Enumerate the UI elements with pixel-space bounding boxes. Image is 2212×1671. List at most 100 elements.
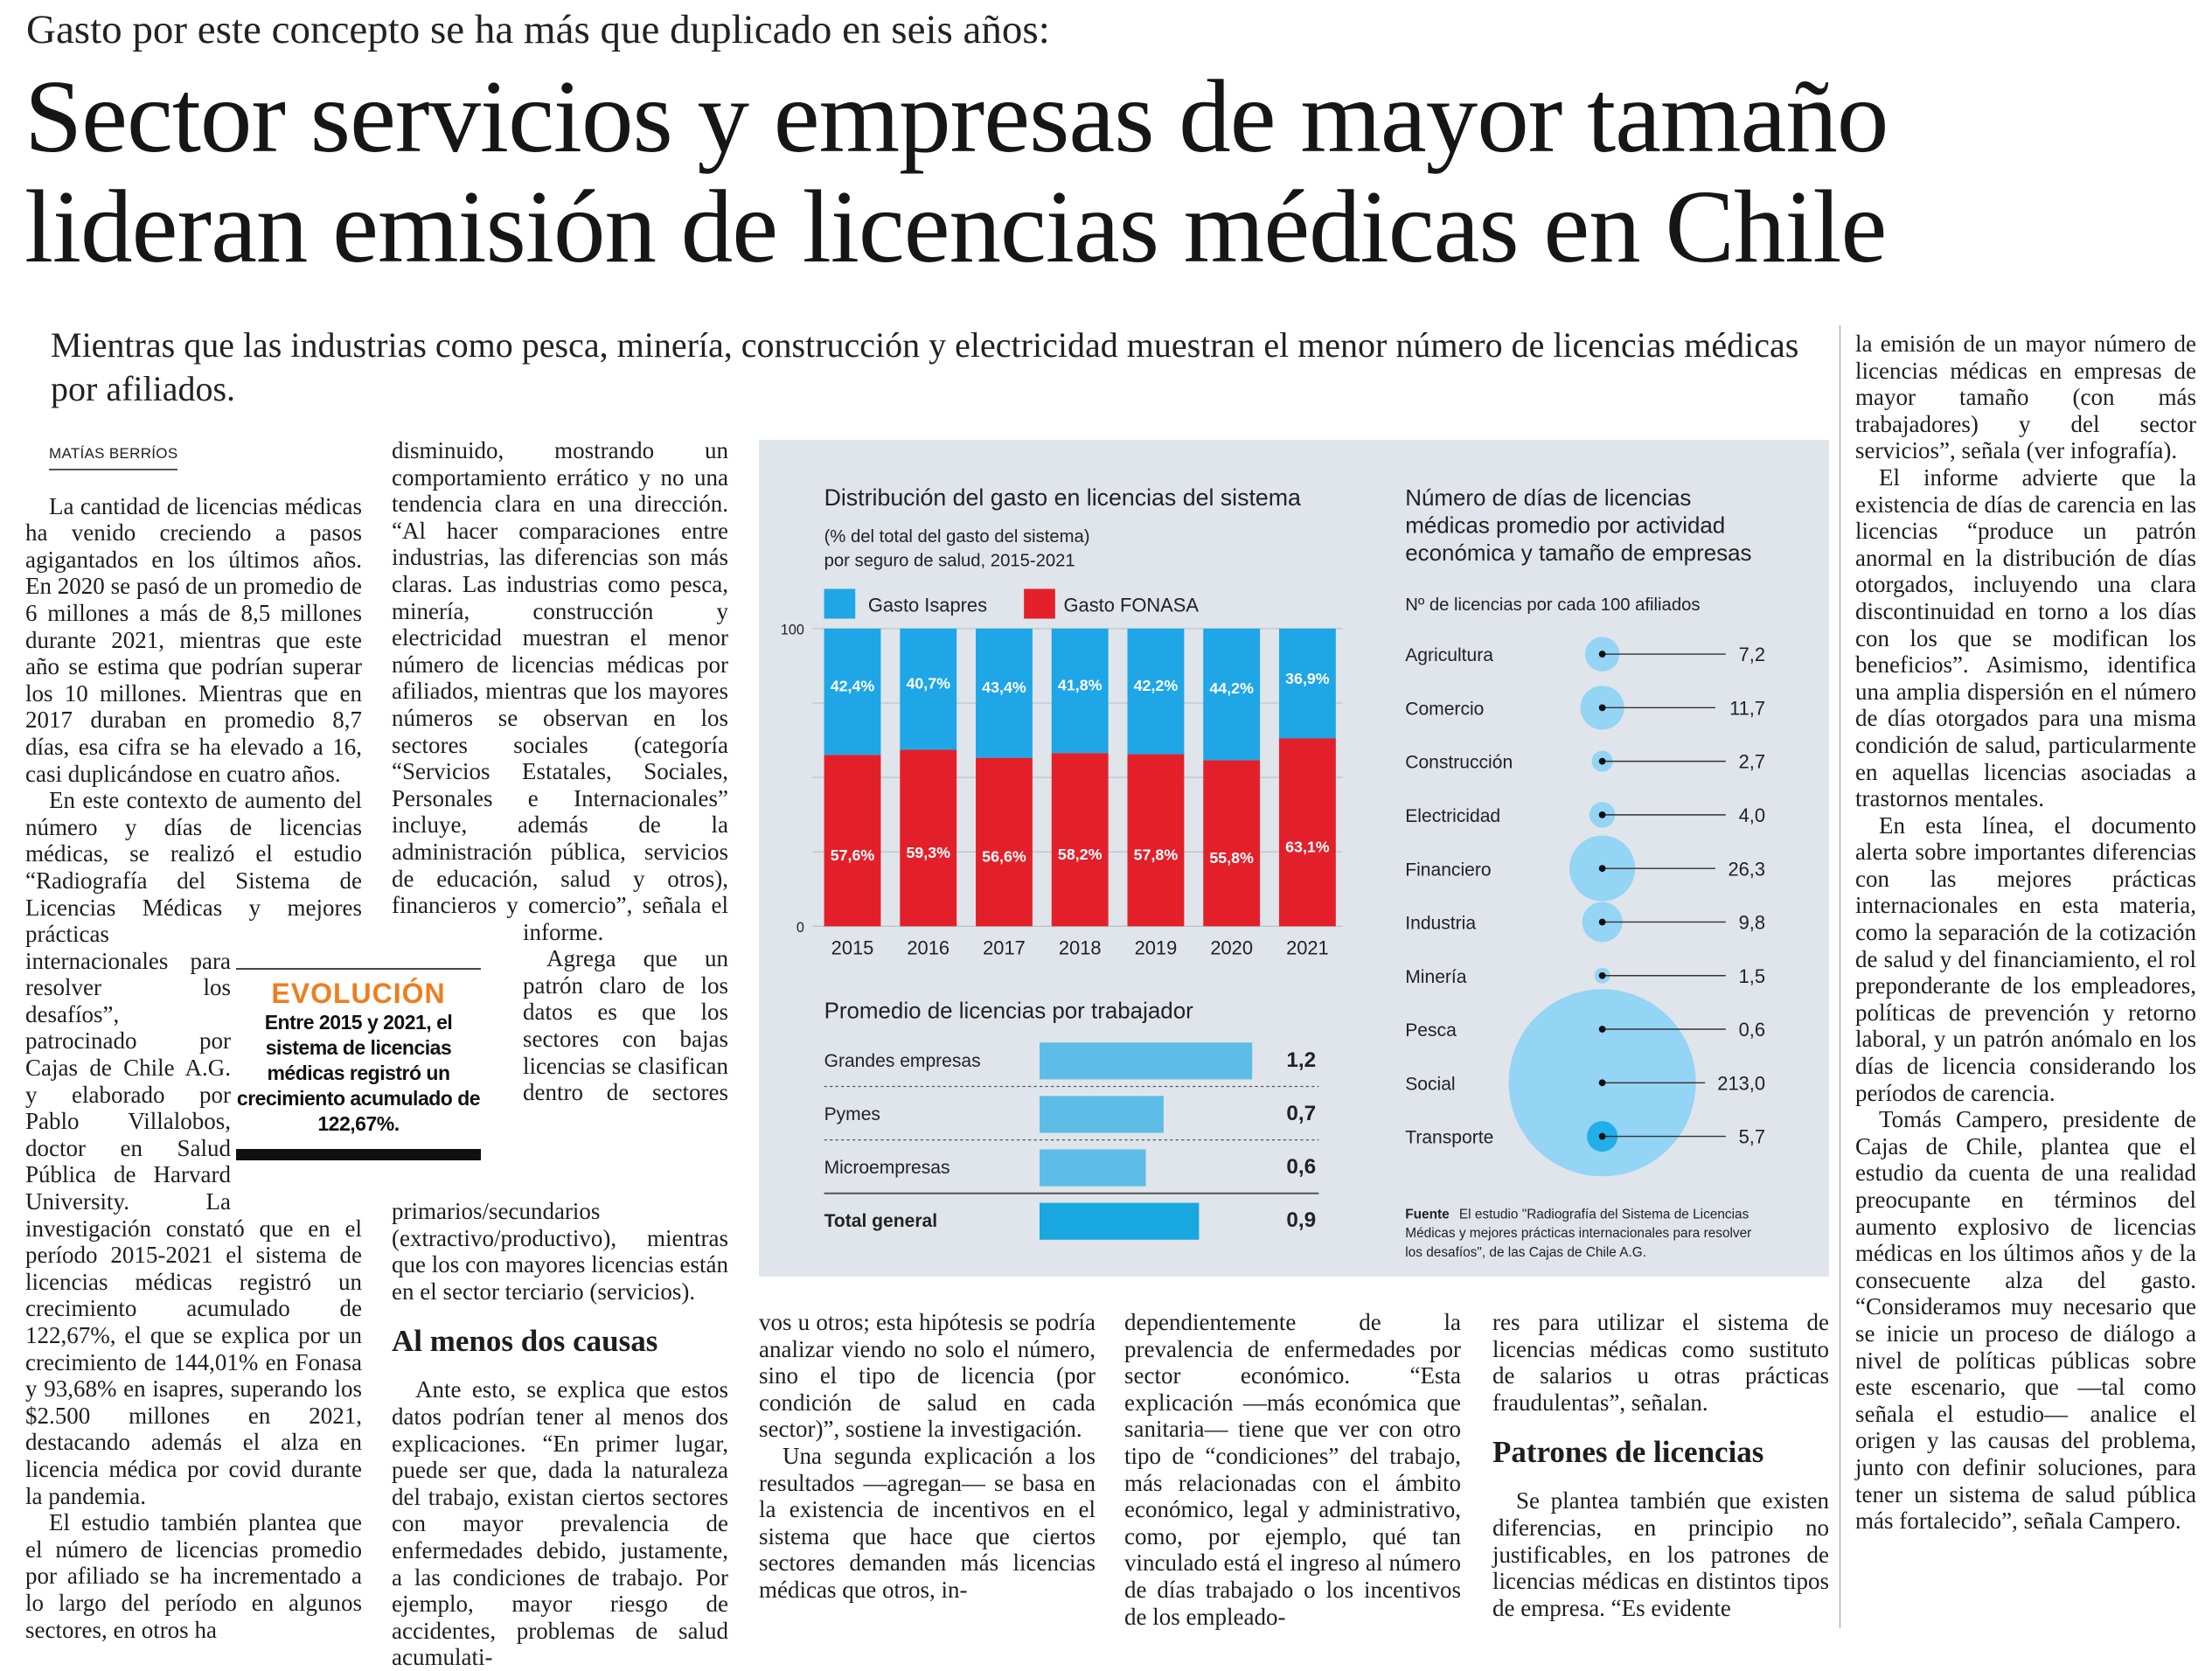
pull-quote-rule — [236, 1149, 481, 1160]
bubble-center-dot — [1598, 704, 1606, 712]
data-label-fonasa: 56,6% — [982, 848, 1026, 866]
chart-title: Promedio de licencias por trabajador — [824, 999, 1194, 1024]
bubble-category-label: Minería — [1405, 967, 1467, 987]
bar-isapres — [824, 628, 881, 755]
chart-subtitle: por seguro de salud, 2015-2021 — [824, 552, 1075, 571]
bar-value-label: 1,2 — [1286, 1048, 1316, 1072]
legend-label: Gasto FONASA — [1064, 594, 1200, 616]
data-label-fonasa: 57,6% — [831, 846, 875, 864]
article-column-4: dependientemente de la prevalencia de en… — [1124, 1309, 1461, 1630]
bar-fonasa — [976, 757, 1033, 927]
bar-isapres — [1278, 628, 1336, 739]
bubble-value-label: 11,7 — [1729, 697, 1765, 719]
bubble-value-label: 2,7 — [1739, 751, 1765, 773]
legend-swatch-fonasa — [1024, 588, 1055, 619]
paragraph: vos u otros; esta hipótesis se podría an… — [759, 1309, 1096, 1443]
bubble-center-dot — [1598, 918, 1606, 926]
hbar — [1039, 1096, 1164, 1133]
bubble-center-dot — [1598, 1026, 1606, 1033]
paragraph: En este contexto de aumento del número y… — [25, 787, 362, 1509]
y-tick-label: 0 — [796, 920, 804, 936]
bubble-category-label: Pesca — [1405, 1020, 1457, 1041]
article-column-right: la emisión de un mayor número de licenci… — [1855, 331, 2196, 1535]
paragraph: Una segunda explicación a los resultados… — [759, 1442, 1096, 1603]
bubble-category-label: Financiero — [1405, 860, 1491, 880]
pull-quote: EVOLUCIÓN Entre 2015 y 2021, el sistema … — [236, 968, 481, 1160]
bar-isapres — [1051, 628, 1109, 754]
bubble-value-label: 5,7 — [1739, 1126, 1765, 1148]
data-label-fonasa: 57,8% — [1134, 846, 1179, 864]
data-label-isapres: 42,2% — [1134, 677, 1179, 694]
x-tick-label: 2020 — [1210, 937, 1253, 959]
headline: Sector servicios y empresas de mayor tam… — [24, 61, 1889, 284]
paragraph: Se plantea también que existen diferenci… — [1492, 1487, 1829, 1621]
data-label-fonasa: 63,1% — [1285, 839, 1330, 856]
data-label-isapres: 43,4% — [982, 679, 1026, 696]
paragraph: la emisión de un mayor número de licenci… — [1855, 331, 2196, 464]
infographic-panel: Distribución del gasto en licencias del … — [759, 440, 1829, 1277]
pull-quote-text: Entre 2015 y 2021, el sistema de licenci… — [236, 1011, 481, 1135]
bar-isapres — [976, 628, 1033, 758]
paragraph: En esta línea, el documento alerta sobre… — [1855, 811, 2196, 1106]
bar-fonasa — [1127, 754, 1185, 927]
x-tick-label: 2021 — [1286, 937, 1329, 959]
chart-subtitle: Nº de licencias por cada 100 afiliados — [1405, 595, 1700, 615]
bar-fonasa — [824, 755, 881, 927]
bubble-value-label: 213,0 — [1717, 1072, 1765, 1094]
chart-title: Distribución del gasto en licencias del … — [824, 484, 1301, 511]
chart-title: médicas promedio por actividad — [1405, 513, 1725, 538]
data-label-fonasa: 59,3% — [906, 844, 950, 861]
bubble-center-dot — [1598, 1132, 1606, 1140]
bar-value-label: 0,9 — [1286, 1208, 1316, 1232]
bubble-category-label: Transporte — [1405, 1128, 1493, 1148]
paragraph: La cantidad de licencias médicas ha veni… — [25, 492, 362, 787]
bubble-category-label: Social — [1405, 1074, 1455, 1094]
data-label-isapres: 41,8% — [1058, 676, 1103, 693]
x-tick-label: 2016 — [907, 937, 949, 959]
bar-fonasa — [1203, 760, 1261, 927]
bar-isapres — [900, 628, 957, 750]
data-label-isapres: 44,2% — [1209, 679, 1254, 697]
bubble-value-label: 26,3 — [1728, 858, 1765, 880]
deck: Mientras que las industrias como pesca, … — [51, 325, 1799, 408]
bubble-category-label: Electricidad — [1405, 806, 1500, 826]
source-text: Médicas y mejores prácticas internaciona… — [1405, 1226, 1751, 1241]
bar-category-label: Grandes empresas — [824, 1051, 981, 1071]
data-label-isapres: 40,7% — [906, 675, 950, 693]
bar-value-label: 0,7 — [1286, 1102, 1316, 1125]
paragraph: disminuido, mostrando un comportamiento … — [392, 437, 728, 945]
x-tick-label: 2017 — [983, 937, 1026, 959]
hbar — [1039, 1149, 1146, 1187]
pull-quote-label: EVOLUCIÓN — [271, 978, 446, 1009]
bubble-category-label: Industria — [1405, 914, 1476, 934]
subheading: Patrones de licencias — [1492, 1435, 1764, 1470]
data-label-isapres: 36,9% — [1285, 670, 1330, 687]
paragraph: Ante esto, se explica que estos datos po… — [392, 1376, 728, 1671]
bubble-category-label: Agricultura — [1405, 645, 1493, 665]
hbar — [1039, 1202, 1200, 1240]
legend-swatch-isapres — [824, 588, 856, 619]
y-tick-label: 100 — [781, 622, 804, 637]
data-label-fonasa: 55,8% — [1209, 849, 1254, 867]
paragraph: El estudio también plantea que el número… — [25, 1509, 362, 1643]
hbar — [1039, 1042, 1253, 1080]
paragraph: El informe advierte que la existencia de… — [1855, 463, 2196, 812]
x-tick-label: 2019 — [1135, 937, 1178, 959]
bubble-value-label: 4,0 — [1739, 804, 1765, 826]
subheading: Al menos dos causas — [392, 1324, 658, 1359]
chart-title: económica y tamaño de empresas — [1405, 541, 1751, 566]
x-tick-label: 2015 — [831, 937, 874, 959]
bubble-category-label: Comercio — [1405, 699, 1484, 719]
bubble-center-dot — [1598, 757, 1606, 765]
legend-label: Gasto Isapres — [868, 594, 987, 616]
byline: MATÍAS BERRÍOS — [49, 441, 178, 470]
bubble-value-label: 7,2 — [1739, 644, 1765, 665]
chart-subtitle: (% del total del gasto del sistema) — [824, 527, 1090, 547]
bar-category-label: Pymes — [824, 1104, 880, 1124]
headline-line-2: lideran emisión de licencias médicas en … — [24, 169, 1887, 284]
bubble-center-dot — [1598, 971, 1606, 979]
data-label-fonasa: 58,2% — [1058, 846, 1103, 863]
source-text: El estudio "Radiografía del Sistema de L… — [1459, 1207, 1749, 1222]
chart-title: Número de días de licencias — [1405, 486, 1691, 511]
kicker: Gasto por este concepto se ha más que du… — [26, 7, 1050, 52]
